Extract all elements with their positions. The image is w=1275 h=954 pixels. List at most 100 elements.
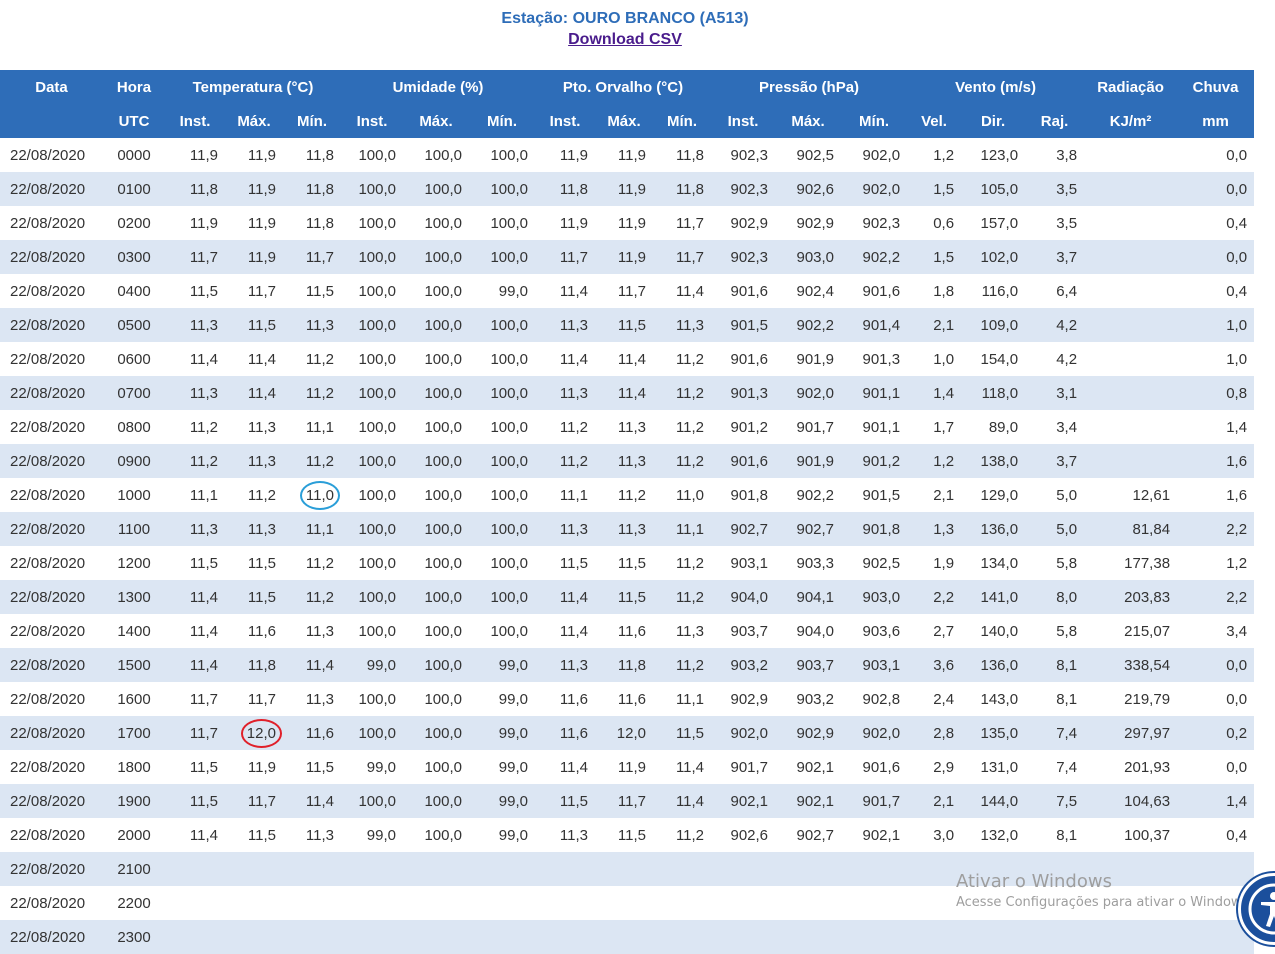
table-cell: 100,0: [341, 308, 403, 342]
table-cell: 100,0: [403, 512, 469, 546]
table-cell: 99,0: [469, 648, 535, 682]
table-cell: 901,8: [841, 512, 908, 546]
table-cell: 100,0: [403, 784, 469, 818]
table-cell: [961, 886, 1026, 920]
table-cell: 11,2: [653, 342, 712, 376]
table-cell: [225, 920, 283, 954]
table-cell: 100,0: [341, 138, 403, 172]
table-cell: 11,8: [283, 138, 341, 172]
table-cell: 0,0: [1177, 648, 1255, 682]
table-cell: 0900: [103, 444, 165, 478]
table-cell: 22/08/2020: [0, 886, 103, 920]
table-cell: 22/08/2020: [0, 444, 103, 478]
table-cell: 2,7: [907, 614, 962, 648]
subheader-col-14: Vel.: [907, 104, 962, 138]
table-row: 22/08/2020 1000 11,1 11,2 11,0 100,0 100,0 100,…: [0, 478, 1255, 512]
table-cell: 4,2: [1025, 308, 1085, 342]
table-cell: [961, 920, 1026, 954]
table-cell: 11,2: [653, 410, 712, 444]
table-cell: 100,0: [341, 172, 403, 206]
table-cell: 22/08/2020: [0, 784, 103, 818]
table-cell: 138,0: [961, 444, 1026, 478]
table-cell: 11,3: [165, 308, 225, 342]
table-cell: 11,3: [165, 376, 225, 410]
table-cell: [403, 886, 469, 920]
table-cell: [283, 920, 341, 954]
table-cell: 201,93: [1084, 750, 1178, 784]
table-cell: 902,3: [711, 138, 776, 172]
table-cell: 100,0: [403, 410, 469, 444]
table-cell: 140,0: [961, 614, 1026, 648]
table-cell: 902,9: [711, 206, 776, 240]
table-cell: 22/08/2020: [0, 614, 103, 648]
table-cell: 102,0: [961, 240, 1026, 274]
table-cell: 901,6: [711, 444, 776, 478]
table-cell: 136,0: [961, 512, 1026, 546]
table-cell: 100,0: [469, 172, 535, 206]
table-cell: 100,0: [403, 614, 469, 648]
table-cell: 11,5: [225, 818, 283, 852]
table-cell: 11,9: [595, 138, 653, 172]
table-cell: 11,8: [283, 206, 341, 240]
table-cell: 11,2: [653, 546, 712, 580]
table-cell: 100,0: [341, 614, 403, 648]
table-cell: 12,0: [225, 716, 283, 750]
table-cell: 11,1: [653, 682, 712, 716]
table-cell: 902,0: [775, 376, 842, 410]
table-cell: 902,4: [775, 274, 842, 308]
table-cell: 901,7: [841, 784, 908, 818]
table-cell: 7,4: [1025, 750, 1085, 784]
table-cell: 22/08/2020: [0, 580, 103, 614]
table-cell: [165, 886, 225, 920]
table-cell: 11,3: [283, 308, 341, 342]
table-cell: 5,8: [1025, 546, 1085, 580]
accessibility-icon: [1248, 883, 1275, 935]
table-row: 22/08/2020 1900 11,5 11,7 11,4 100,0 100,0 99,0…: [0, 784, 1255, 818]
table-row: 22/08/2020 0200 11,9 11,9 11,8 100,0 100,0 100,…: [0, 206, 1255, 240]
table-cell: 11,6: [595, 614, 653, 648]
table-cell: 104,63: [1084, 784, 1178, 818]
table-cell: [341, 920, 403, 954]
table-cell: 902,5: [841, 546, 908, 580]
table-cell: 904,0: [711, 580, 776, 614]
table-cell: 219,79: [1084, 682, 1178, 716]
header-pressao: Pressão (hPa): [711, 70, 908, 104]
table-cell: 11,7: [653, 240, 712, 274]
table-cell: 11,4: [283, 784, 341, 818]
table-cell: 11,8: [165, 172, 225, 206]
subheader-col-9: Máx.: [595, 104, 653, 138]
table-cell: 11,4: [653, 750, 712, 784]
table-cell: 215,07: [1084, 614, 1178, 648]
table-cell: 2,2: [1177, 512, 1255, 546]
table-cell: 100,0: [341, 784, 403, 818]
table-cell: 11,4: [535, 274, 595, 308]
table-cell: 11,4: [535, 614, 595, 648]
table-cell: 100,0: [403, 206, 469, 240]
table-cell: 3,8: [1025, 138, 1085, 172]
table-cell: 11,5: [283, 750, 341, 784]
table-cell: 11,4: [165, 580, 225, 614]
table-cell: [775, 852, 842, 886]
table-cell: 11,5: [165, 784, 225, 818]
table-cell: 11,1: [283, 410, 341, 444]
table-cell: 100,0: [403, 716, 469, 750]
table-cell: 11,3: [225, 444, 283, 478]
table-cell: 2,2: [1177, 580, 1255, 614]
download-csv-link[interactable]: Download CSV: [568, 31, 682, 48]
subheader-col-3: Máx.: [225, 104, 283, 138]
table-cell: 902,9: [711, 682, 776, 716]
table-cell: 136,0: [961, 648, 1026, 682]
table-cell: 99,0: [469, 716, 535, 750]
table-cell: 11,5: [165, 546, 225, 580]
table-cell: [403, 920, 469, 954]
table-cell: 22/08/2020: [0, 410, 103, 444]
table-cell: 2,1: [907, 478, 962, 512]
table-cell: 11,2: [283, 546, 341, 580]
table-row: 22/08/2020 0900 11,2 11,3 11,2 100,0 100,0 100,…: [0, 444, 1255, 478]
table-cell: 3,1: [1025, 376, 1085, 410]
subheader-col-0: [0, 104, 103, 138]
table-cell: 11,2: [165, 444, 225, 478]
table-cell: 99,0: [469, 818, 535, 852]
table-cell: 902,3: [711, 240, 776, 274]
table-cell: 3,7: [1025, 444, 1085, 478]
